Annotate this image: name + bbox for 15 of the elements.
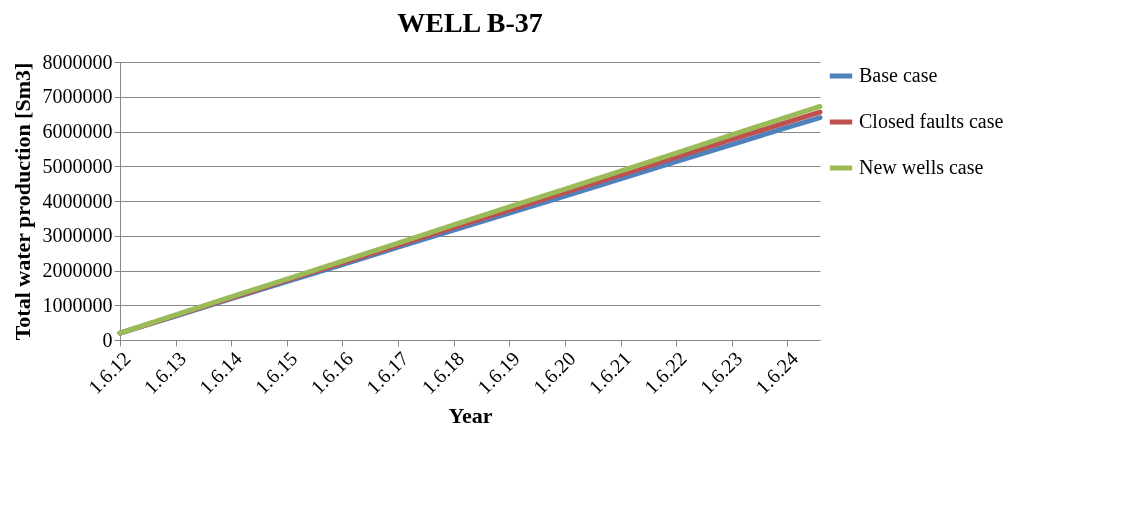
legend-label: Base case [859, 64, 938, 86]
y-tick-label: 8000000 [42, 50, 113, 73]
y-tick-label: 3000000 [42, 224, 113, 247]
legend-label: Closed faults case [859, 110, 1004, 132]
y-tick-label: 4000000 [42, 189, 113, 212]
legend-label: New wells case [859, 156, 984, 178]
y-tick-label: 7000000 [42, 85, 113, 108]
y-tick-label: 5000000 [42, 154, 113, 177]
y-axis-title: Total water production [Sm3] [9, 62, 35, 341]
y-tick-label: 2000000 [42, 259, 113, 281]
x-axis-title: Year [448, 403, 493, 428]
y-tick-label: 1000000 [42, 293, 113, 316]
y-tick-label: 0 [102, 328, 113, 351]
chart-title: WELL B-37 [397, 7, 543, 38]
y-tick-label: 6000000 [42, 120, 113, 142]
